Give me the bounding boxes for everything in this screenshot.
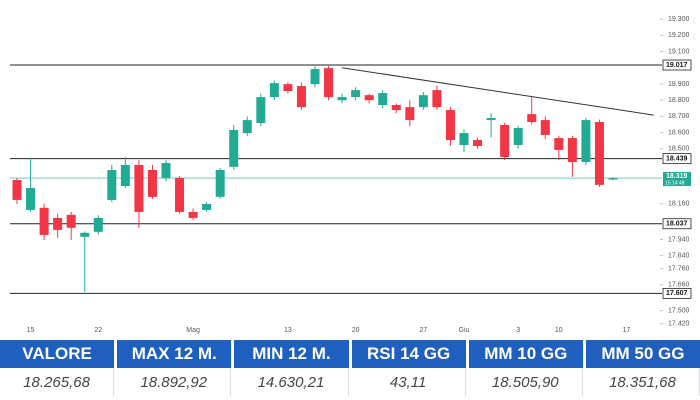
- candle-body: [161, 163, 171, 178]
- candle-body: [66, 214, 76, 228]
- header-cell: MIN 12 M.: [234, 340, 349, 368]
- candle-body: [486, 117, 496, 121]
- candle-body: [608, 178, 618, 180]
- x-tick-label: Mag: [186, 327, 200, 334]
- y-tick-label: 17.760: [668, 265, 690, 272]
- value-cell: 18.351,68: [586, 368, 700, 396]
- level-label: 18.037: [666, 221, 688, 228]
- level-tag: [662, 218, 692, 230]
- x-tick-label: 27: [419, 327, 427, 334]
- value-cell: 18.265,68: [0, 368, 115, 396]
- candle-body: [351, 90, 361, 98]
- level-label: 19.017: [666, 62, 688, 69]
- level-tag: [662, 287, 692, 299]
- x-tick-label: 10: [555, 327, 563, 334]
- y-tick-label: 17.500: [668, 308, 690, 315]
- candle-body: [215, 169, 225, 197]
- candle-body: [581, 120, 591, 163]
- value-cell: 43,11: [352, 368, 466, 396]
- level-tag: [662, 59, 692, 71]
- candle-body: [26, 187, 36, 210]
- chart: 19.300 19.200 19.100 18.900 18.800 18.700 18.6…: [10, 16, 692, 334]
- candle-body: [107, 169, 117, 200]
- y-tick-label: 17.840: [668, 252, 690, 259]
- candle-body: [567, 138, 577, 163]
- candle-body: [473, 140, 483, 147]
- candle-body: [594, 122, 604, 185]
- candle-body: [337, 97, 347, 101]
- x-tick-label: 22: [94, 327, 102, 334]
- y-tick-label: 18.600: [668, 129, 690, 136]
- candle-body: [202, 203, 212, 210]
- candle-body: [296, 86, 306, 108]
- candle-body: [256, 97, 266, 124]
- candle-body: [527, 114, 537, 123]
- value-cell: 14.630,21: [234, 368, 349, 396]
- candle-body: [418, 95, 428, 108]
- candle-body: [269, 83, 279, 98]
- candle-body: [39, 207, 49, 235]
- y-tick-label: 18.900: [668, 81, 690, 88]
- candle-body: [134, 164, 144, 212]
- trendline: [342, 67, 654, 116]
- value-cell: 18.505,90: [469, 368, 583, 396]
- candle-body: [93, 217, 103, 232]
- y-tick-label: 19.300: [668, 16, 690, 23]
- y-tick-label: 18.800: [668, 97, 690, 104]
- candle-body: [188, 211, 198, 218]
- candle-body: [364, 95, 374, 101]
- level-label: 18.439: [666, 155, 688, 162]
- level-tag: [662, 153, 692, 165]
- candle-body: [310, 69, 320, 85]
- level-label: 17.607: [666, 290, 688, 297]
- x-tick-label: 3: [516, 327, 520, 334]
- candle-body: [445, 110, 455, 141]
- header-cell: MM 50 GG: [585, 340, 700, 368]
- candle-body: [324, 68, 334, 98]
- candle-body: [53, 217, 63, 230]
- y-tick-label: 19.100: [668, 48, 690, 55]
- candle-body: [459, 133, 469, 146]
- x-tick-label: 17: [623, 327, 631, 334]
- summary-table: VALORE MAX 12 M. MIN 12 M. RSI 14 GG MM 10 G…: [0, 340, 700, 396]
- candle-body: [229, 129, 239, 167]
- candle-body: [432, 90, 442, 108]
- candle-body: [12, 180, 22, 200]
- candle-body: [513, 128, 523, 146]
- y-tick-label: 18.160: [668, 201, 690, 208]
- candle-body: [405, 107, 415, 121]
- candle-body: [283, 84, 293, 92]
- x-tick-label: Giu: [459, 327, 470, 334]
- last-price-time: 15:14:48: [665, 180, 685, 186]
- x-tick-label: 20: [352, 327, 360, 334]
- candle-body: [500, 124, 510, 158]
- candle-body: [242, 120, 252, 134]
- header-row: VALORE MAX 12 M. MIN 12 M. RSI 14 GG MM 10 G…: [0, 340, 700, 368]
- candle-body: [378, 93, 388, 106]
- candle-body: [540, 120, 550, 135]
- header-cell: RSI 14 GG: [351, 340, 466, 368]
- last-price-label: 18.319: [666, 173, 688, 180]
- header-cell: MM 10 GG: [468, 340, 583, 368]
- header-cell: VALORE: [0, 340, 115, 368]
- y-tick-label: 17.660: [668, 282, 690, 289]
- candle-body: [391, 105, 401, 111]
- y-tick-label: 19.200: [668, 32, 690, 39]
- y-tick-label: 18.500: [668, 146, 690, 153]
- last-price-tag: [663, 172, 691, 187]
- candle-body: [120, 164, 130, 187]
- y-tick-label: 17.420: [668, 321, 690, 328]
- header-cell: MAX 12 M.: [117, 340, 232, 368]
- x-tick-label: 15: [27, 327, 35, 334]
- y-tick-label: 18.700: [668, 113, 690, 120]
- candle-body: [554, 138, 564, 150]
- candle-body: [147, 169, 157, 197]
- x-tick-label: 13: [284, 327, 292, 334]
- candle-body: [80, 232, 90, 237]
- value-row: 18.265,68 18.892,92 14.630,21 43,11 18.505,9…: [0, 368, 700, 396]
- candle-body: [175, 177, 185, 212]
- value-cell: 18.892,92: [117, 368, 232, 396]
- y-tick-label: 17.940: [668, 236, 690, 243]
